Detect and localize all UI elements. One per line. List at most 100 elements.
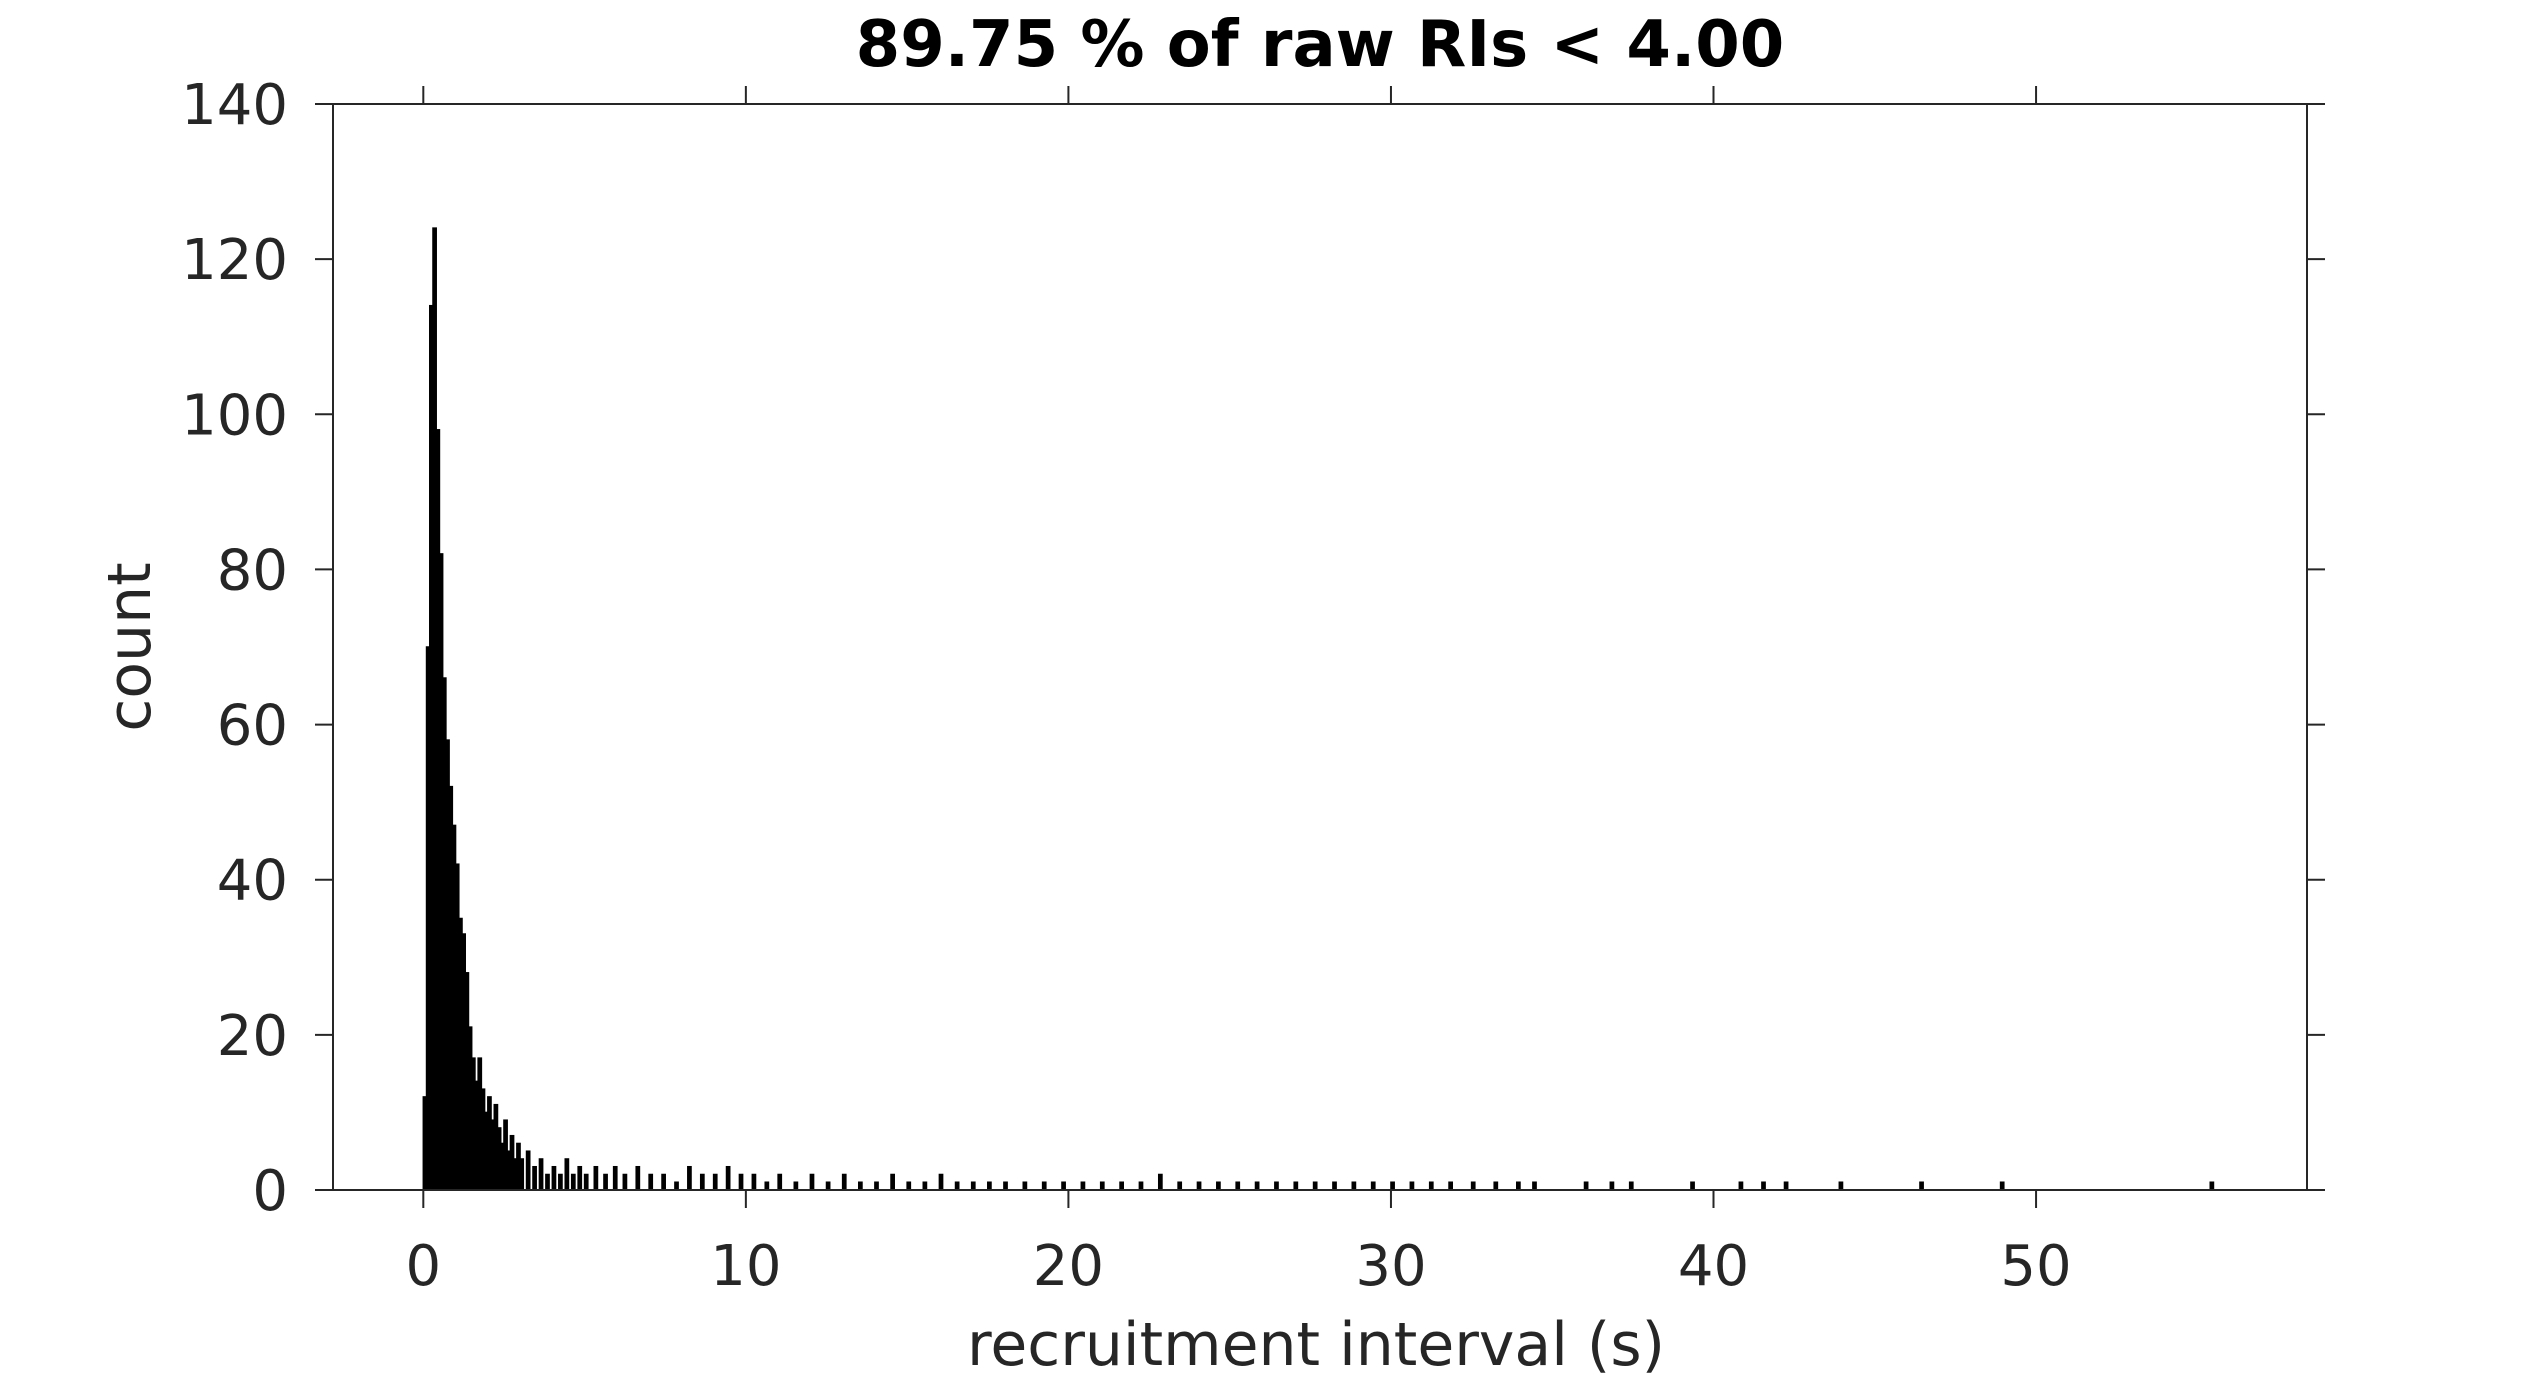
x-axis-label: recruitment interval (s) (967, 1310, 1665, 1379)
histogram-bar (764, 1181, 770, 1191)
y-tick-label: 40 (217, 849, 288, 914)
histogram-bar (1080, 1181, 1086, 1191)
histogram-bar (1196, 1181, 1202, 1191)
histogram-bar (1390, 1181, 1395, 1191)
histogram-bar (738, 1173, 744, 1191)
histogram-bar (970, 1181, 976, 1191)
histogram-bar (825, 1181, 831, 1191)
histogram-bar (570, 1173, 576, 1191)
histogram-bar (593, 1165, 599, 1191)
histogram-bar (1783, 1181, 1789, 1191)
x-tick-label: 20 (1033, 1234, 1104, 1299)
histogram-bar (1177, 1181, 1183, 1191)
histogram-bar (1428, 1181, 1434, 1191)
histogram-bar (841, 1173, 847, 1191)
histogram-bar (1470, 1181, 1476, 1191)
histogram-bar (1919, 1181, 1924, 1191)
histogram-bar (1157, 1173, 1163, 1191)
histogram-bar (622, 1173, 628, 1191)
x-tick-label: 10 (710, 1234, 781, 1299)
y-axis-label: count (95, 562, 165, 731)
histogram-bar (1293, 1181, 1299, 1191)
histogram-bar (674, 1181, 679, 1191)
histogram-bar (519, 1158, 525, 1191)
y-tick-label: 20 (217, 1004, 288, 1069)
histogram-bar (987, 1181, 992, 1191)
histogram-bar (1332, 1181, 1337, 1191)
x-tick-label: 50 (2000, 1234, 2071, 1299)
histogram-bar (922, 1181, 928, 1191)
histogram-bar (1099, 1181, 1105, 1191)
histogram-bar (954, 1181, 960, 1191)
histogram-bar (699, 1173, 705, 1191)
plot-frame (332, 103, 2308, 1191)
histogram-bar (1274, 1181, 1279, 1191)
histogram-bar (564, 1158, 570, 1191)
histogram-bar (906, 1181, 912, 1191)
histogram-bar (938, 1173, 944, 1191)
histogram-bar (1516, 1181, 1521, 1191)
y-tick-label: 0 (252, 1159, 288, 1224)
y-tick-label: 60 (217, 694, 288, 759)
histogram-bar (635, 1165, 641, 1191)
y-tick-label: 80 (217, 538, 288, 603)
histogram-bar (1409, 1181, 1415, 1191)
histogram-bar (1690, 1181, 1695, 1191)
chart-title: 89.75 % of raw RIs < 4.00 (856, 8, 1785, 82)
x-tick-label: 30 (1355, 1234, 1426, 1299)
histogram-bar (648, 1173, 654, 1191)
histogram-bar (751, 1173, 757, 1191)
histogram-bar (725, 1165, 731, 1191)
histogram-bar (1119, 1181, 1125, 1191)
histogram-bar (1999, 1181, 2005, 1191)
histogram-bar (777, 1173, 783, 1191)
histogram-bar (687, 1165, 692, 1191)
histogram-bar (712, 1173, 718, 1191)
histogram-bar (1628, 1181, 1634, 1191)
histogram-bar (1738, 1181, 1744, 1191)
histogram-bar (1254, 1181, 1260, 1191)
histogram-bar (1061, 1181, 1066, 1191)
y-tick-label: 100 (181, 383, 288, 448)
histogram-bar (1761, 1181, 1766, 1191)
histogram-bar (874, 1181, 879, 1191)
histogram-bar (2209, 1181, 2215, 1191)
histogram-bar (532, 1165, 537, 1191)
x-tick-label: 40 (1678, 1234, 1749, 1299)
histogram-bar (1351, 1181, 1357, 1191)
histogram-bar (890, 1173, 895, 1191)
histogram-bar (1448, 1181, 1454, 1191)
histogram-bar (1583, 1181, 1589, 1191)
histogram-bar (1609, 1181, 1615, 1191)
y-tick-label: 140 (181, 73, 288, 138)
histogram-bar (1235, 1181, 1241, 1191)
histogram-bar (1370, 1181, 1376, 1191)
histogram-bar (525, 1150, 531, 1191)
y-tick-label: 120 (181, 228, 288, 293)
histogram-bar (583, 1173, 589, 1191)
histogram-bar (1003, 1181, 1008, 1191)
histogram-bar (1532, 1181, 1537, 1191)
x-tick-label: 0 (405, 1234, 441, 1299)
histogram-bar (603, 1173, 608, 1191)
bars-layer (422, 227, 2217, 1191)
histogram-bar (1022, 1181, 1028, 1191)
histogram-bar (551, 1165, 557, 1191)
histogram-bar (1216, 1181, 1221, 1191)
histogram-bar (858, 1181, 863, 1191)
histogram-bar (1312, 1181, 1318, 1191)
histogram-bar (577, 1165, 583, 1191)
histogram-bar (1138, 1181, 1144, 1191)
histogram-bar (661, 1173, 666, 1191)
ticks-layer: 0 10 20 30 40 50 0 20 40 60 80 100 120 140 (181, 73, 2325, 1299)
histogram-bar (538, 1158, 544, 1191)
histogram-bar (809, 1173, 815, 1191)
histogram-bar (793, 1181, 799, 1191)
histogram-bar (1493, 1181, 1499, 1191)
histogram-bar (545, 1173, 550, 1191)
histogram-bar (1838, 1181, 1844, 1191)
histogram-bar (558, 1173, 563, 1191)
histogram-bar (1041, 1181, 1047, 1191)
histogram-bar (612, 1165, 618, 1191)
